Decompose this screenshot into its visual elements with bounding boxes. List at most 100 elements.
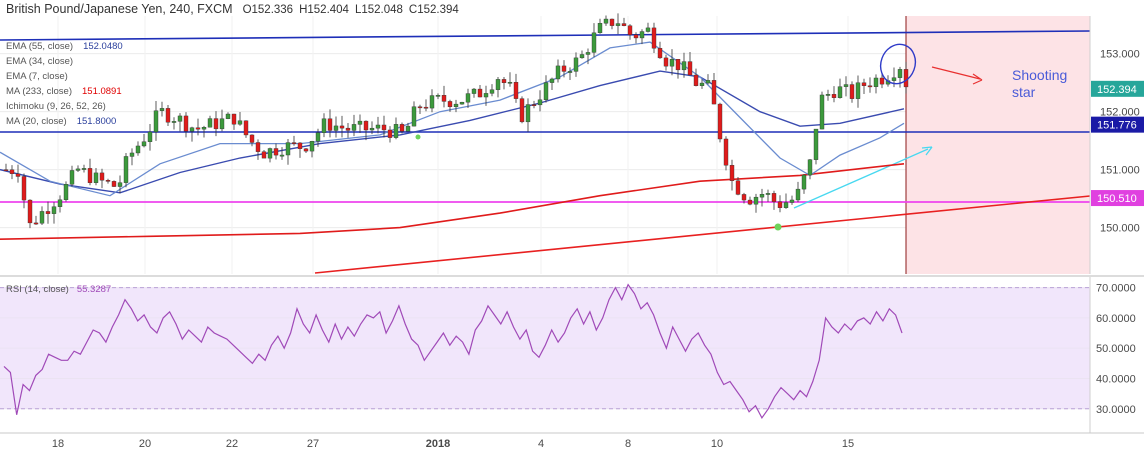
candle-body [747,199,753,205]
candle-body [477,88,483,98]
candle-body [279,154,285,157]
ohlc-open: O152.336 [243,4,294,16]
candle-body [45,211,51,214]
candle-body [231,113,237,125]
candle-body [735,180,741,195]
candle-body [135,145,141,154]
indicator-label: EMA (7, close) [6,71,68,82]
rsi-label: RSI (14, close) [6,284,69,295]
candle-body [543,82,549,101]
candle-body [693,74,699,86]
candle-body [363,120,369,131]
time-tick-label: 27 [307,438,319,450]
time-tick-label: 2018 [426,438,450,450]
candle-body [57,199,63,207]
candle-body [327,118,333,131]
price-tick-label: 152.000 [1100,107,1140,119]
indicator-legend-row: EMA (7, close) [6,71,68,82]
rsi-value: 55.3287 [77,284,111,295]
time-tick-label: 4 [538,438,544,450]
price-label-text: 150.510 [1097,193,1137,205]
indicator-legend-row: MA (233, close) 151.0891 [6,86,122,97]
candle-body [3,169,9,172]
candle-body [357,120,363,125]
candle-body [789,199,795,203]
candle-body [597,23,603,34]
time-tick-label: 18 [52,438,64,450]
candle-body [411,106,417,127]
candle-body [39,211,45,224]
candle-body [63,184,69,201]
candle-body [141,141,147,147]
candle-body [315,132,321,142]
candle-body [897,69,903,78]
candle-body [585,52,591,55]
candle-body [639,31,645,39]
candle-body [549,78,555,83]
candle-body [519,98,525,123]
rsi-axis[interactable]: 30.0000 40.0000 50.0000 60.0000 70.0000 [1089,277,1136,433]
candle-body [189,127,195,132]
candle-body [801,174,807,190]
price-pane[interactable]: Shooting star British Pound/Japanese Yen… [0,2,1091,274]
candle-body [813,128,819,160]
price-legend: British Pound/Japanese Yen, 240, FXCM O15… [6,2,459,127]
candle-body [75,168,81,171]
candle-body [849,84,855,99]
candle-body [405,125,411,132]
cyan-trend-arrow-line [793,148,929,209]
time-tick-label: 15 [842,438,854,450]
rising-trendline [314,195,1091,274]
price-label-text: 151.776 [1097,120,1137,132]
price-label-box [1091,190,1144,207]
candles [3,13,909,229]
candle-body [441,95,447,102]
candle-body [447,101,453,108]
candle-body [699,82,705,86]
candle-body [303,148,309,152]
candle-body [243,120,249,136]
candle-body [891,77,897,81]
candle-body [495,79,501,90]
candle-body [687,61,693,76]
candle-body [501,79,507,84]
rsi-tick-label: 40.0000 [1096,373,1136,385]
candle-body [261,151,267,159]
candle-body [123,156,129,183]
indicator-legend-row: EMA (55, close) 152.0480 [6,41,123,52]
candle-body [453,103,459,108]
indicator-legend-row: EMA (34, close) [6,56,73,67]
candle-body [525,104,531,123]
time-axis[interactable]: 18 20 22 27 2018 4 8 10 15 [0,432,1144,450]
candle-body [675,58,681,71]
price-label-text: 152.394 [1097,84,1137,96]
price-label-box [1091,116,1144,133]
rsi-pane[interactable]: RSI (14, close) 55.3287 [0,283,1090,420]
candle-body [753,196,759,205]
candle-body [375,124,381,129]
price-axis[interactable]: 150.000 151.000 152.000 153.000 152.394 151.… [1089,16,1144,274]
candle-body [579,54,585,59]
swing-low-marker-2 [415,134,421,140]
candle-body [795,188,801,201]
candle-body [201,127,207,130]
candle-body [69,170,75,185]
candle-body [861,82,867,86]
annotation-arrow-head [972,73,983,85]
indicator-value: 152.0480 [83,41,123,52]
candle-body [603,18,609,24]
candle-body [783,202,789,208]
data-source: FXCM [197,2,232,16]
candle-body [807,159,813,176]
candle-body [513,81,519,99]
annotation-arrow-line [931,66,981,80]
indicator-label: EMA (55, close) [6,41,73,52]
candle-body [171,121,177,123]
candle-body [27,199,33,224]
indicator-label: MA (20, close) [6,116,67,127]
candle-body [285,142,291,156]
candle-body [291,142,297,144]
candle-body [159,108,165,111]
ema-55-line [0,70,905,194]
